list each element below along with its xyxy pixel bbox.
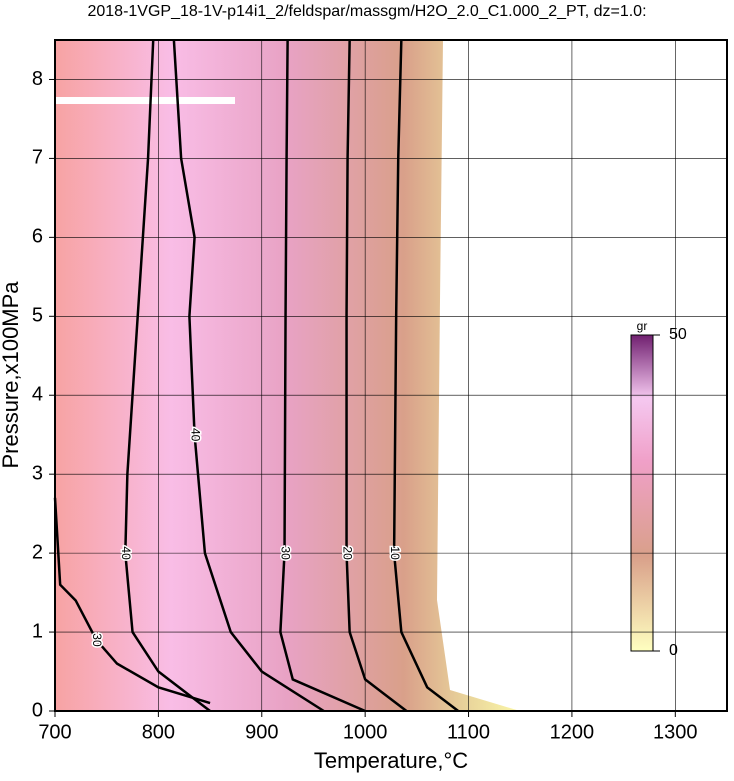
contour-line bbox=[124, 39, 211, 712]
y-tick-label: 4 bbox=[32, 384, 43, 406]
y-tick-label: 5 bbox=[32, 305, 43, 327]
y-axis-label: Pressure,x100MPa bbox=[0, 281, 23, 469]
white-bar bbox=[55, 97, 235, 104]
x-tick-label: 700 bbox=[38, 721, 71, 743]
filled-domain bbox=[55, 40, 520, 711]
contour-line bbox=[53, 497, 211, 705]
contour-line bbox=[172, 39, 325, 713]
x-tick-label: 1000 bbox=[343, 721, 388, 743]
contour-label: 30 bbox=[90, 633, 104, 647]
y-tick-label: 7 bbox=[32, 147, 43, 169]
x-tick-label: 1300 bbox=[653, 721, 698, 743]
contour-label: 40 bbox=[188, 428, 202, 442]
contour-label: 40 bbox=[119, 546, 133, 560]
x-tick-label: 1100 bbox=[447, 721, 490, 743]
contour-label: 10 bbox=[388, 546, 402, 560]
y-tick-label: 6 bbox=[32, 226, 43, 248]
colorbar-tick-label: 50 bbox=[669, 326, 687, 343]
chart-title: 2018-1VGP_18-1V-p14i1_2/feldspar/massgm/… bbox=[87, 3, 646, 20]
y-tick-label: 8 bbox=[32, 68, 43, 90]
contour-line bbox=[279, 39, 366, 713]
x-tick-label: 1200 bbox=[550, 721, 595, 743]
y-tick-label: 3 bbox=[32, 462, 43, 484]
y-tick-label: 1 bbox=[32, 620, 43, 642]
colorbar-tick-label: 0 bbox=[669, 642, 678, 659]
x-axis-label: Temperature,°C bbox=[314, 748, 468, 773]
contour-label: 30 bbox=[278, 546, 292, 560]
y-tick-label: 0 bbox=[32, 699, 43, 721]
x-tick-label: 900 bbox=[245, 721, 278, 743]
colorbar bbox=[630, 334, 654, 652]
contour-label: 20 bbox=[340, 546, 354, 560]
colorbar-label: gr bbox=[637, 319, 648, 333]
x-tick-label: 800 bbox=[142, 721, 175, 743]
y-tick-label: 2 bbox=[32, 541, 43, 563]
contour-line bbox=[345, 39, 408, 712]
contour-line bbox=[392, 39, 459, 712]
